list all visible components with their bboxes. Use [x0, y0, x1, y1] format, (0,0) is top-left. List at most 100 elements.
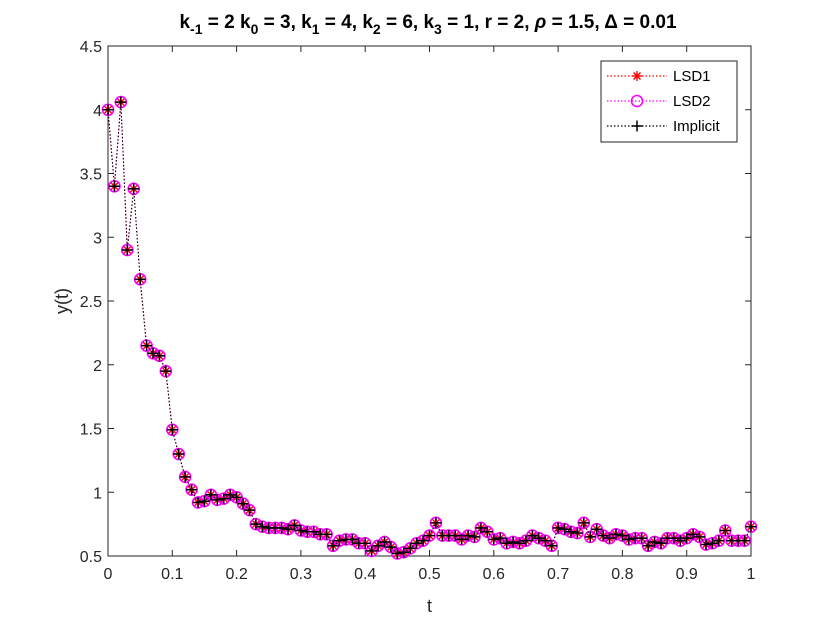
data-point-implicit: [469, 531, 481, 543]
data-point-implicit: [501, 537, 513, 549]
y-tick-label: 1.5: [80, 422, 102, 439]
x-tick-label: 0.4: [354, 566, 376, 583]
data-point-implicit: [256, 521, 268, 533]
x-tick-label: 0.3: [290, 566, 312, 583]
data-point-implicit: [565, 526, 577, 538]
y-tick-label: 0.5: [80, 549, 102, 566]
data-point-implicit: [520, 535, 532, 547]
data-point-implicit: [694, 531, 706, 543]
data-point-implicit: [539, 535, 551, 547]
data-point-implicit: [578, 517, 590, 529]
data-point-implicit: [687, 528, 699, 540]
data-point-implicit: [121, 244, 133, 256]
legend-label: LSD2: [673, 93, 711, 110]
data-point-implicit: [288, 519, 300, 531]
data-point-implicit: [243, 504, 255, 516]
data-point-implicit: [649, 536, 661, 548]
data-point-implicit: [424, 530, 435, 542]
data-point-implicit: [295, 525, 307, 536]
data-point-implicit: [449, 530, 461, 542]
data-point-implicit: [205, 489, 217, 501]
legend-marker: [631, 120, 643, 132]
data-point-implicit: [237, 498, 249, 510]
data-point-implicit: [514, 537, 526, 549]
data-point-implicit: [462, 530, 474, 542]
data-point-implicit: [308, 526, 320, 538]
data-point-implicit: [160, 365, 172, 377]
data-point-implicit: [584, 531, 596, 543]
data-point-implicit: [507, 536, 519, 548]
y-tick-label: 4.5: [80, 39, 102, 56]
legend-label: LSD1: [673, 68, 711, 85]
legend-box: [600, 60, 738, 143]
series-implicit: [102, 96, 757, 559]
x-tick-label: 0.5: [418, 566, 440, 583]
data-point-implicit: [623, 533, 635, 545]
data-point-implicit: [430, 517, 442, 529]
data-point-implicit: [533, 532, 545, 544]
data-point-implicit: [276, 522, 288, 534]
legend-entry-implicit: Implicit: [607, 118, 721, 135]
data-point-implicit: [327, 540, 339, 552]
legend: LSD1 LSD2 Implicit: [600, 60, 738, 143]
data-point-implicit: [616, 530, 628, 542]
y-tick-label: 3: [93, 230, 102, 247]
x-tick-label: 0.1: [161, 566, 183, 583]
axes-layer: 0 0.1 0.2 0.3 0.4 0.5 0.6 0.7 0.8 0.9 1 0.5 1 1.5 2 2.5…: [80, 39, 756, 583]
data-point-implicit: [404, 542, 416, 554]
data-point-implicit: [321, 528, 333, 540]
data-point-implicit: [141, 340, 153, 352]
data-point-implicit: [333, 535, 345, 547]
y-tick-label: 1: [93, 485, 102, 502]
legend-marker: [632, 71, 642, 81]
data-point-implicit: [128, 183, 140, 195]
data-point-implicit: [115, 96, 127, 108]
data-point-implicit: [398, 546, 410, 558]
data-point-implicit: [681, 532, 693, 544]
x-tick-label: 0.6: [483, 566, 505, 583]
data-point-implicit: [571, 527, 583, 539]
data-point-implicit: [346, 533, 358, 545]
data-point-implicit: [250, 518, 262, 530]
data-point-implicit: [224, 489, 236, 501]
data-point-implicit: [719, 525, 731, 536]
legend-label: Implicit: [673, 118, 721, 135]
data-point-implicit: [642, 540, 654, 552]
data-point-implicit: [134, 273, 146, 285]
data-point-implicit: [108, 180, 120, 192]
series-layer: [101, 95, 758, 560]
data-point-implicit: [610, 528, 622, 540]
data-point-implicit: [231, 491, 243, 503]
x-tick-label: 0.9: [676, 566, 698, 583]
data-point-implicit: [417, 535, 429, 547]
data-point-implicit: [526, 530, 538, 542]
legend-marker: [630, 94, 644, 108]
data-point-implicit: [211, 494, 223, 506]
data-point-implicit: [674, 535, 686, 547]
data-point-implicit: [385, 541, 397, 553]
data-point-implicit: [700, 539, 712, 551]
y-tick-label: 4: [93, 103, 102, 120]
data-point-implicit: [488, 533, 500, 545]
legend-entry-lsd1: LSD1: [607, 68, 711, 85]
x-tick-label: 0.2: [225, 566, 247, 583]
data-point-implicit: [166, 424, 178, 436]
data-point-implicit: [372, 540, 384, 552]
data-point-implicit: [475, 522, 487, 534]
data-point-implicit: [218, 493, 230, 505]
data-point-implicit: [411, 537, 423, 549]
data-point-implicit: [552, 522, 564, 534]
data-point-implicit: [282, 523, 294, 535]
data-point-implicit: [481, 526, 493, 538]
data-point-implicit: [179, 471, 191, 483]
data-point-implicit: [494, 532, 506, 544]
data-point-implicit: [173, 448, 185, 460]
y-tick-label: 2.5: [80, 294, 102, 311]
y-tick-label: 2: [93, 358, 102, 375]
data-point-implicit: [391, 547, 403, 559]
x-tick-label: 0.7: [547, 566, 569, 583]
data-point-implicit: [597, 530, 609, 542]
data-point-implicit: [636, 532, 648, 544]
data-point-implicit: [456, 533, 468, 545]
